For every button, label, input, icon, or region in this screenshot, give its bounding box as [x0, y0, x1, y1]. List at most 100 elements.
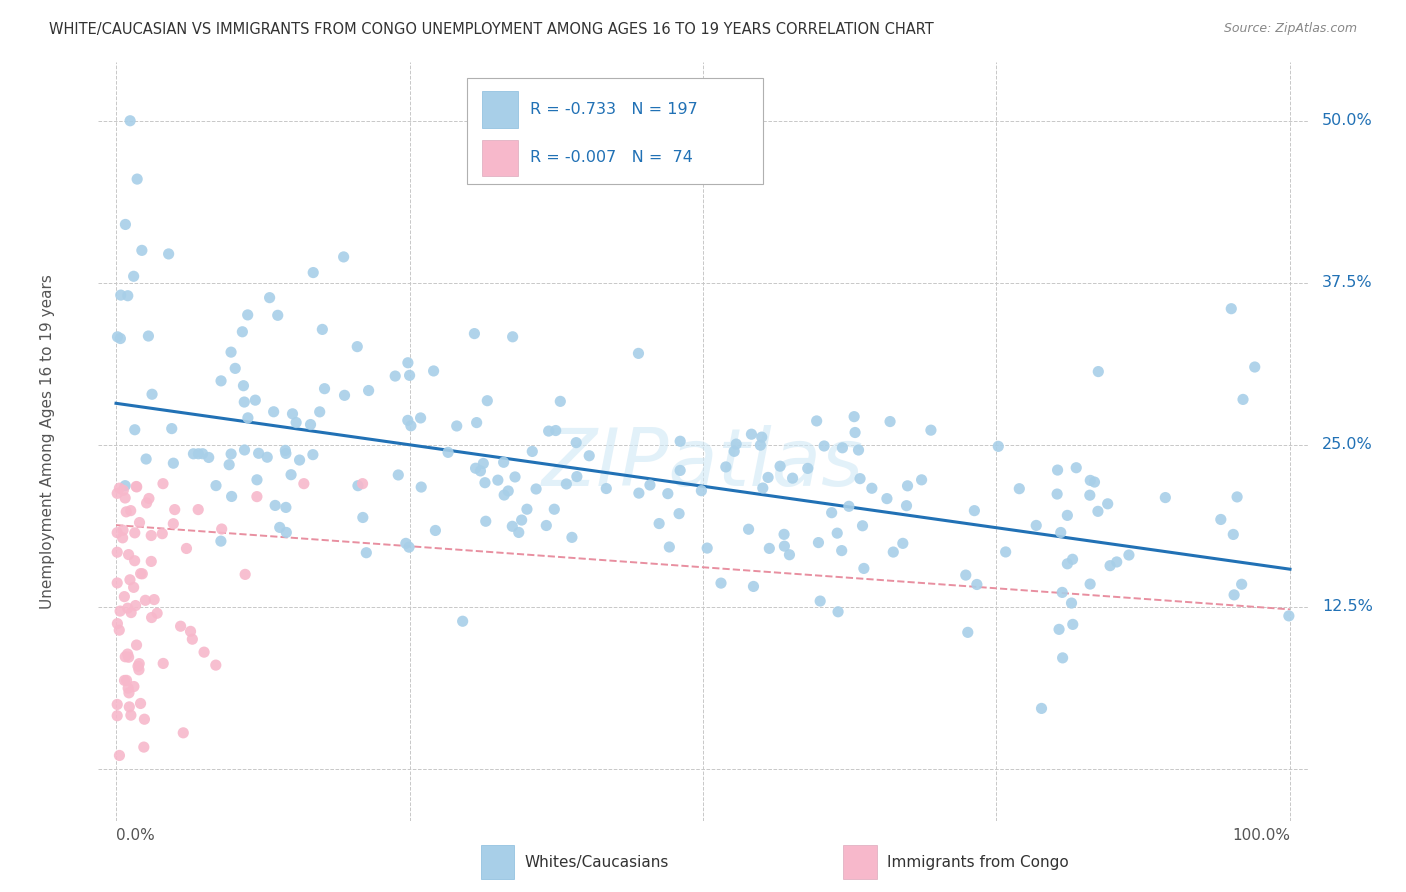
Point [233, 442, 256, 457]
Point [474, 475, 496, 490]
Text: Unemployment Among Ages 16 to 19 years: Unemployment Among Ages 16 to 19 years [41, 274, 55, 609]
Point [269, 520, 291, 534]
Point [311, 322, 333, 336]
Text: 100.0%: 100.0% [1232, 829, 1289, 844]
Text: R = -0.007   N =  74: R = -0.007 N = 74 [530, 151, 693, 166]
Point [110, 288, 132, 302]
Point [224, 361, 246, 376]
Point [245, 393, 267, 408]
Point [516, 502, 538, 516]
Point [494, 488, 516, 502]
Point [842, 409, 865, 424]
Point [141, 528, 163, 542]
Point [852, 561, 875, 575]
Point [510, 513, 533, 527]
Point [1083, 475, 1105, 489]
Point [259, 291, 281, 305]
Point [274, 443, 297, 458]
Point [749, 438, 772, 452]
Point [231, 325, 253, 339]
Point [128, 663, 150, 677]
Point [1209, 512, 1232, 526]
Point [187, 502, 209, 516]
Point [543, 502, 565, 516]
Point [831, 543, 853, 558]
Bar [482, 91, 517, 128]
Point [128, 516, 150, 530]
Point [486, 473, 509, 487]
Point [751, 430, 773, 444]
Point [117, 681, 139, 696]
Point [891, 536, 914, 550]
Point [807, 535, 830, 549]
Point [723, 444, 745, 458]
Point [1052, 651, 1074, 665]
Point [105, 545, 128, 559]
Point [114, 491, 136, 505]
Point [124, 525, 146, 540]
Point [422, 364, 444, 378]
Point [1222, 527, 1244, 541]
Text: ZIPatlas: ZIPatlas [541, 425, 865, 503]
Text: R = -0.733   N = 197: R = -0.733 N = 197 [530, 102, 697, 117]
Point [860, 481, 883, 495]
Point [191, 447, 214, 461]
Point [209, 534, 232, 549]
Point [112, 590, 135, 604]
Point [302, 266, 325, 280]
Point [1087, 504, 1109, 518]
Point [669, 463, 692, 477]
Point [114, 673, 136, 688]
Point [280, 467, 302, 482]
Point [105, 698, 128, 712]
Point [117, 647, 139, 661]
Point [124, 423, 146, 437]
Point [204, 658, 226, 673]
Point [183, 447, 205, 461]
Point [1087, 365, 1109, 379]
Point [848, 443, 870, 458]
Point [120, 113, 142, 128]
Point [131, 566, 153, 581]
Bar [482, 140, 517, 177]
Point [114, 478, 136, 492]
Point [831, 441, 853, 455]
Point [1097, 497, 1119, 511]
Point [879, 415, 901, 429]
Point [105, 575, 128, 590]
Point [668, 507, 690, 521]
Point [808, 594, 831, 608]
Point [314, 382, 336, 396]
Point [1049, 525, 1071, 540]
Point [263, 405, 285, 419]
Point [108, 748, 131, 763]
Text: 50.0%: 50.0% [1322, 113, 1372, 128]
Point [395, 536, 418, 550]
Point [333, 388, 356, 402]
Point [398, 540, 420, 554]
Point [125, 638, 148, 652]
Point [773, 539, 796, 553]
Point [110, 332, 132, 346]
Point [120, 708, 142, 723]
Point [1220, 301, 1243, 316]
Point [658, 540, 681, 554]
Point [193, 645, 215, 659]
Point [1008, 482, 1031, 496]
Point [141, 554, 163, 568]
Point [492, 455, 515, 469]
Point [131, 244, 153, 258]
Point [108, 623, 131, 637]
Point [838, 500, 860, 514]
Point [221, 490, 243, 504]
Point [524, 482, 547, 496]
Point [169, 619, 191, 633]
Point [122, 269, 145, 284]
Point [756, 470, 779, 484]
Point [108, 604, 131, 618]
Point [108, 481, 131, 495]
Point [920, 423, 942, 437]
Point [896, 499, 918, 513]
Bar [467, 78, 763, 184]
Point [125, 480, 148, 494]
